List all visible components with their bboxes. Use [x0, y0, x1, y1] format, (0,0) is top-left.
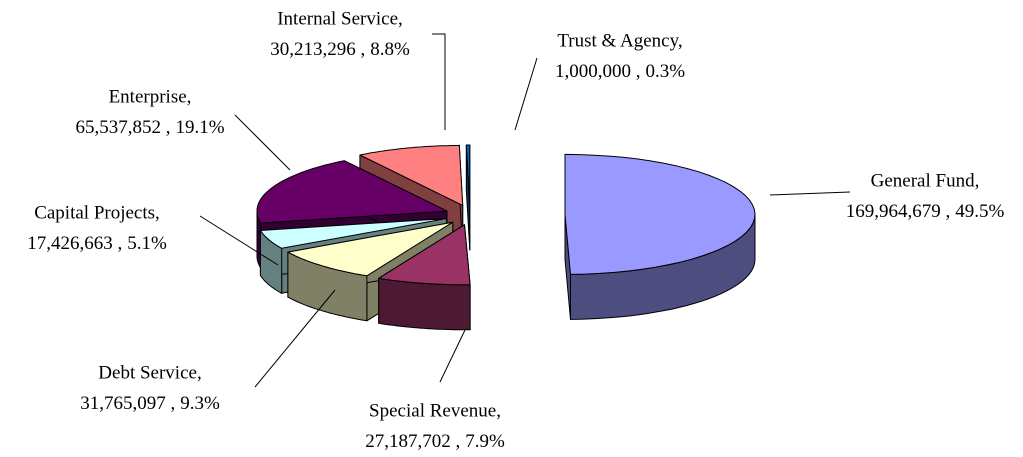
slice-label-value: 17,426,663 , 5.1%: [27, 233, 167, 254]
value-label: 65,537,852 ,: [75, 117, 170, 138]
value-label: 1,000,000 ,: [555, 61, 641, 82]
slice-label-name: Internal Service,: [277, 8, 403, 29]
percent-label: 9.3%: [180, 393, 220, 414]
slice-top: [359, 144, 464, 206]
percent-label: 0.3%: [645, 61, 685, 82]
slice-label-value: 169,964,679 , 49.5%: [846, 201, 1005, 222]
percent-label: 19.1%: [175, 117, 224, 138]
slice-top: [287, 221, 454, 277]
percent-label: 8.8%: [370, 39, 410, 60]
value-label: 169,964,679 ,: [846, 201, 951, 222]
slice-label-name: Special Revenue,: [369, 400, 501, 421]
slice-label-name: Capital Projects,: [34, 202, 160, 223]
slice-label-value: 65,537,852 , 19.1%: [75, 117, 224, 138]
pie-slice: [378, 224, 471, 331]
slice-top: [564, 153, 756, 275]
leader-line: [199, 215, 279, 266]
leader-line: [439, 329, 466, 383]
leader-line: [234, 114, 291, 171]
pie-slice: [465, 144, 471, 251]
value-label: 31,765,097 ,: [80, 393, 175, 414]
slice-top: [378, 224, 471, 286]
value-label: 27,187,702 ,: [365, 431, 460, 452]
slice-label-value: 30,213,296 , 8.8%: [270, 39, 410, 60]
slice-label-value: 31,765,097 , 9.3%: [80, 393, 220, 414]
slice-label-value: 1,000,000 , 0.3%: [555, 61, 685, 82]
slice-label-name: Debt Service,: [98, 362, 201, 383]
leader-line: [514, 57, 538, 131]
value-label: 30,213,296 ,: [270, 39, 365, 60]
slice-label-name: Enterprise,: [109, 86, 192, 107]
percent-label: 5.1%: [127, 233, 167, 254]
leader-line: [769, 191, 851, 196]
slice-top: [256, 160, 448, 224]
slice-top: [259, 218, 448, 249]
slice-label-value: 27,187,702 , 7.9%: [365, 431, 505, 452]
value-label: 17,426,663 ,: [27, 233, 122, 254]
slice-label-name: General Fund,: [871, 170, 980, 191]
pie-slice: [564, 153, 756, 320]
leader-line: [254, 289, 336, 388]
leader-line: [432, 33, 446, 130]
slice-top: [465, 144, 471, 206]
percent-label: 49.5%: [955, 201, 1004, 222]
percent-label: 7.9%: [465, 431, 505, 452]
slice-side: [378, 277, 471, 331]
slice-label-name: Trust & Agency,: [557, 30, 682, 51]
